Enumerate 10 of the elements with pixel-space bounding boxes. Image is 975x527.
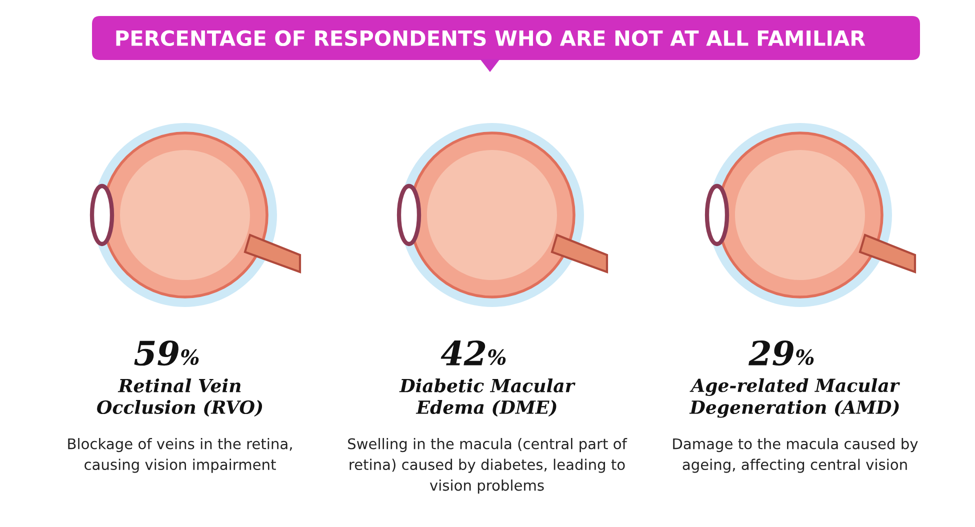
data-label: 42% xyxy=(440,340,506,366)
category-label: Age-related Macular Degeneration (AMD) xyxy=(689,378,900,418)
data-label: 59% xyxy=(134,340,199,366)
data-label: 29% xyxy=(748,340,814,366)
text: Damage to the macula caused by ageing, affecting central vision xyxy=(673,438,918,473)
category-label: Retinal Vein Occlusion (RVO) xyxy=(97,378,262,417)
text: Swelling in the macula (central part of retina) caused by diabetes, leading to vision problems xyxy=(348,438,628,494)
text: PERCENTAGE OF RESPONDENTS WHO ARE NOT AT ALL FAMILIAR xyxy=(116,30,866,46)
text: Blockage of veins in the retina, causing vision impairment xyxy=(68,438,292,473)
category-label: Diabetic Macular Edema (DME) xyxy=(399,378,576,417)
